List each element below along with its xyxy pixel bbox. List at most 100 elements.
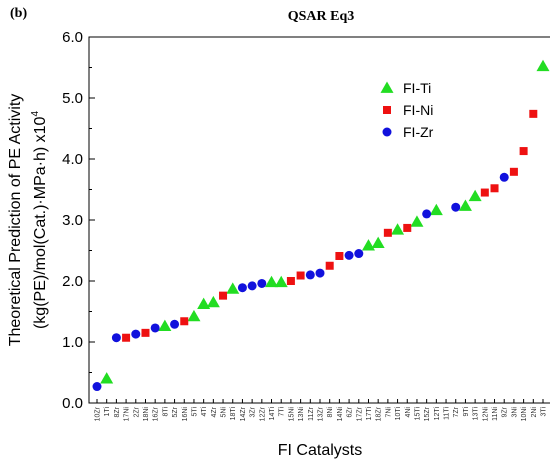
data-point <box>257 278 267 288</box>
x-tick-label: 1Ti <box>104 407 111 417</box>
x-tick-label: 17Ti <box>366 407 373 421</box>
x-tick-label: 17Zr <box>356 406 363 421</box>
data-point <box>391 223 405 235</box>
data-point <box>429 203 443 216</box>
data-point <box>410 215 424 227</box>
x-tick-label: 11Ni <box>492 407 499 421</box>
data-point <box>237 283 247 293</box>
y-axis-label-line1: Theoretical Prediction of PE Activity <box>7 94 24 347</box>
data-point <box>519 147 528 156</box>
x-tick-label: 7Ni <box>385 407 392 418</box>
y-tick-label: 6.0 <box>62 29 83 46</box>
data-point <box>122 333 131 342</box>
x-tick-label: 2Zr <box>133 406 140 417</box>
data-point <box>274 275 288 288</box>
data-point <box>226 282 240 294</box>
legend-label: FI-Ni <box>403 102 433 118</box>
data-point <box>315 268 325 278</box>
plot-area-border <box>88 36 550 404</box>
x-tick-label: 18Ti <box>230 407 237 421</box>
x-tick-label: 15Ti <box>414 407 421 421</box>
y-axis-label-line2-text: (kg(PE)/mol(Cat.)·MPa·h) x10 <box>32 116 49 329</box>
x-tick-label: 8Zr <box>114 406 121 417</box>
x-tick-label: 11Ti <box>444 407 451 420</box>
x-tick-label: 3Ni <box>511 407 518 418</box>
x-tick-label: 12Zr <box>259 406 266 421</box>
data-point <box>371 236 385 249</box>
series-fi-ni <box>122 109 538 342</box>
data-point <box>187 309 201 322</box>
chart-title: QSAR Eq3 <box>288 9 355 24</box>
x-tick-label: 10Zr <box>95 406 102 421</box>
x-tick-label: 10Ni <box>521 407 528 422</box>
x-tick-label: 5Ti <box>191 407 198 417</box>
x-tick-label: 13Ni <box>298 407 305 422</box>
data-point <box>335 251 344 260</box>
y-tick-label: 2.0 <box>62 273 83 290</box>
data-point <box>529 109 538 118</box>
x-tick-label: 15Ni <box>288 407 295 422</box>
data-point <box>150 323 160 333</box>
legend-marker <box>383 106 391 114</box>
x-tick-label: 15Zr <box>424 406 431 421</box>
data-point <box>286 277 295 285</box>
x-tick-label: 9Ti <box>463 407 470 417</box>
legend-marker <box>380 81 394 93</box>
data-point <box>100 372 114 384</box>
data-point <box>219 291 228 300</box>
legend-label: FI-Zr <box>403 124 434 140</box>
x-tick-label: 2Ni <box>531 407 538 418</box>
x-tick-label: 6Zr <box>347 406 354 417</box>
y-axis: 0.0 1.0 2.0 3.0 4.0 5.0 6.0 <box>62 29 95 412</box>
y-axis-label-line2: (kg(PE)/mol(Cat.)·MPa·h) x104 <box>30 111 49 329</box>
y-tick-label: 3.0 <box>62 212 83 229</box>
x-tick-label: 5Zr <box>172 406 179 417</box>
data-point <box>344 250 354 260</box>
x-tick-label: 12Ni <box>482 407 489 422</box>
data-point <box>141 328 150 337</box>
y-tick-label: 0.0 <box>62 395 83 412</box>
panel-label: (b) <box>10 6 27 21</box>
plot-frame <box>88 36 550 404</box>
data-point <box>92 382 102 392</box>
legend: FI-Ti FI-Ni FI-Zr <box>380 80 434 140</box>
data-point <box>468 189 482 202</box>
data-point <box>265 275 279 288</box>
data-point <box>480 188 489 197</box>
y-tick-label: 5.0 <box>62 90 83 107</box>
x-tick-label: 10Ti <box>395 407 402 421</box>
x-tick-label: 7Ti <box>279 407 286 417</box>
x-tick-label: 17Ni <box>124 407 131 422</box>
x-tick-label: 8Ti <box>162 407 169 417</box>
data-point <box>305 270 315 280</box>
data-point <box>422 209 432 219</box>
x-tick-label: 11Zr <box>308 406 315 421</box>
x-tick-label: 18Ni <box>143 407 150 422</box>
x-tick-label: 14Ti <box>269 407 276 421</box>
data-point <box>403 223 412 232</box>
data-point <box>131 329 141 339</box>
series-layer <box>92 59 550 392</box>
data-point <box>361 239 375 251</box>
x-tick-label: 8Ni <box>327 407 334 418</box>
y-tick-label: 4.0 <box>62 151 83 168</box>
data-point <box>296 271 305 280</box>
x-tick-label: 7Zr <box>453 406 460 417</box>
data-point <box>325 261 334 270</box>
x-tick-label: 12Ti <box>434 407 441 421</box>
data-point <box>247 281 257 291</box>
x-tick-label: 13Zr <box>318 406 325 421</box>
series-fi-zr <box>92 172 509 392</box>
x-tick-label: 9Zr <box>502 406 509 417</box>
data-point <box>111 333 121 343</box>
x-tick-label: 16Zr <box>153 406 160 421</box>
x-tick-label: 4Ti <box>201 407 208 417</box>
legend-marker <box>382 127 392 137</box>
y-tick-label: 1.0 <box>62 334 83 351</box>
x-tick-label: 4Zr <box>211 406 218 417</box>
data-point <box>451 202 461 212</box>
data-point <box>383 228 392 237</box>
x-tick-label: 3Ti <box>541 407 548 417</box>
data-point <box>170 319 180 329</box>
